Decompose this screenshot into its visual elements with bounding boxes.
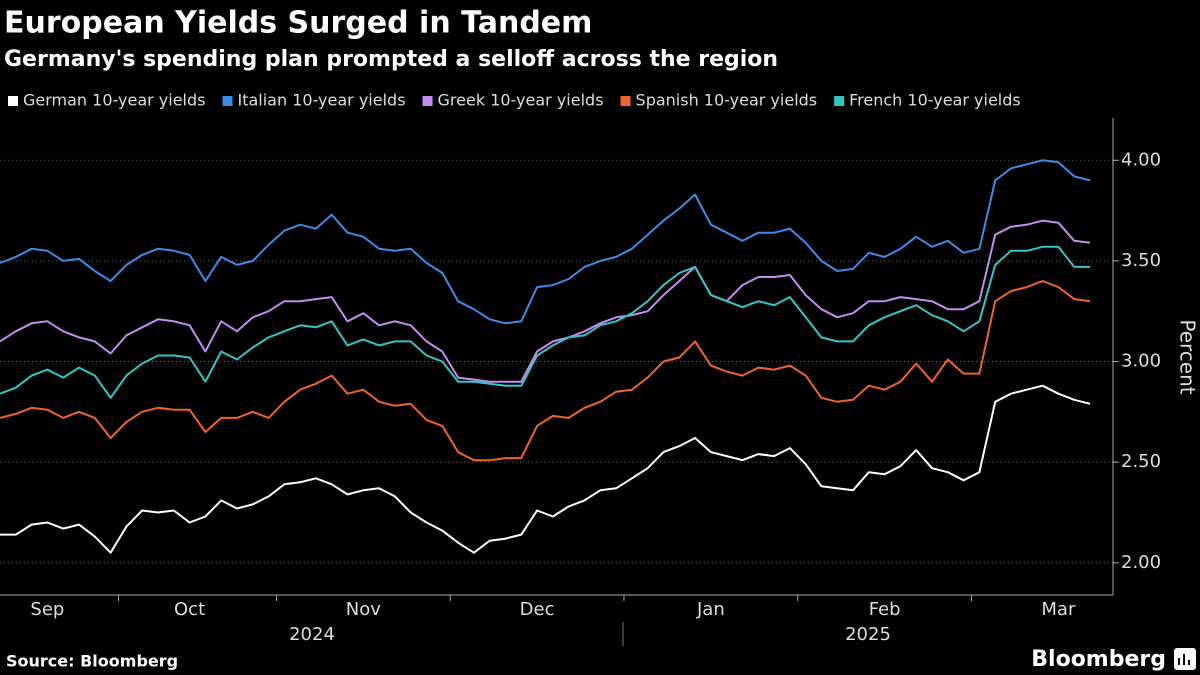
legend-label: German 10-year yields bbox=[23, 91, 205, 110]
y-tick-label: 2.00 bbox=[1121, 552, 1161, 573]
legend-swatch bbox=[8, 96, 18, 106]
x-tick-label: Oct bbox=[174, 599, 205, 620]
lines bbox=[0, 159, 1091, 554]
legend-swatch bbox=[222, 96, 233, 106]
x-tick-label: Feb bbox=[869, 599, 901, 620]
grid: 2.00 2.50 3.00 3.50 4.00 bbox=[0, 149, 1161, 573]
legend-label: Greek 10-year yields bbox=[438, 91, 604, 110]
chart-subtitle: Germany's spending plan prompted a sello… bbox=[4, 47, 778, 72]
legend-swatch bbox=[422, 96, 433, 106]
legend-swatch bbox=[834, 96, 845, 106]
x-tick-label: Nov bbox=[346, 599, 381, 620]
legend-label: Spanish 10-year yields bbox=[636, 91, 818, 110]
brand-icon-glyph bbox=[1178, 654, 1190, 665]
series-line bbox=[0, 280, 1091, 462]
series-line bbox=[0, 159, 1091, 325]
source: Source: Bloomberg bbox=[6, 652, 178, 671]
x-tick-label: Sep bbox=[30, 599, 64, 620]
series-line bbox=[0, 219, 1091, 383]
legend: German 10-year yields Italian 10-year yie… bbox=[8, 91, 1021, 110]
brand: Bloomberg bbox=[1031, 647, 1166, 672]
year-label: 2025 bbox=[845, 624, 891, 645]
y-axis-label: Percent bbox=[1176, 319, 1200, 394]
y-tick-label: 4.00 bbox=[1121, 149, 1161, 170]
chart-title: European Yields Surged in Tandem bbox=[4, 6, 592, 41]
year-label: 2024 bbox=[289, 624, 335, 645]
y-tick-label: 3.50 bbox=[1121, 250, 1161, 271]
x-tick-label: Dec bbox=[520, 599, 555, 620]
series-line bbox=[0, 384, 1091, 554]
legend-swatch bbox=[620, 96, 631, 106]
x-tick-label: Jan bbox=[696, 599, 725, 620]
series-line bbox=[0, 245, 1090, 399]
y-tick-label: 3.00 bbox=[1121, 351, 1161, 372]
x-tick-label: Mar bbox=[1041, 599, 1076, 620]
x-axis-labels: Sep Oct Nov Dec Jan Feb Mar bbox=[30, 595, 1076, 620]
legend-label: Italian 10-year yields bbox=[237, 91, 405, 110]
legend-label: French 10-year yields bbox=[849, 91, 1021, 110]
y-tick-label: 2.50 bbox=[1121, 451, 1161, 472]
